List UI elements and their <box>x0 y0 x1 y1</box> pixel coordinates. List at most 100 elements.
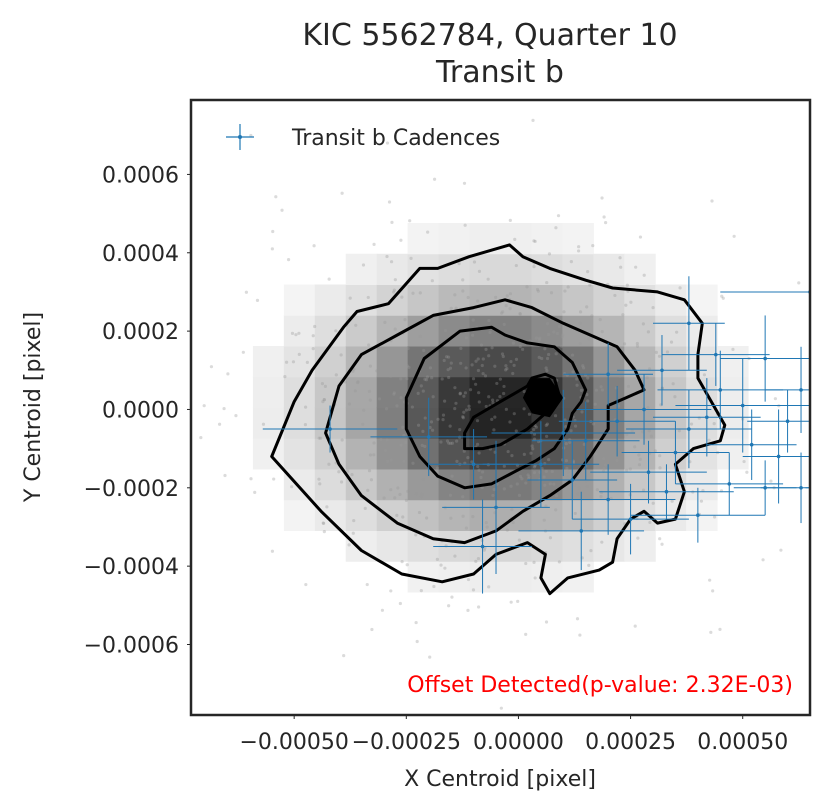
density-cell <box>624 253 656 285</box>
background-point <box>475 442 480 446</box>
density-cell <box>283 284 316 316</box>
density-cell <box>376 376 409 408</box>
background-point <box>419 495 423 499</box>
background-point <box>504 368 508 372</box>
density-contour-inner <box>404 325 588 490</box>
background-point <box>582 366 586 370</box>
density-cell <box>655 315 687 347</box>
background-point <box>576 249 581 253</box>
density-cell <box>376 253 409 285</box>
background-point <box>536 289 540 293</box>
background-point <box>625 468 629 472</box>
background-point <box>466 577 471 582</box>
background-point <box>272 477 276 481</box>
background-point <box>322 397 326 402</box>
background-point <box>322 398 326 402</box>
background-point <box>492 487 496 492</box>
density-cell <box>717 376 749 408</box>
background-point <box>537 338 542 342</box>
background-point <box>401 425 405 429</box>
density-cell <box>562 223 594 255</box>
background-point <box>493 415 497 419</box>
background-point <box>351 369 355 373</box>
background-point <box>595 348 599 352</box>
background-point <box>732 234 736 238</box>
density-cell <box>469 407 501 439</box>
background-point <box>638 235 643 239</box>
density-cell <box>469 284 501 316</box>
background-point <box>368 364 373 368</box>
background-point <box>657 354 662 358</box>
background-point <box>618 374 622 378</box>
background-point <box>420 492 424 496</box>
background-point <box>474 559 478 564</box>
x-tick-label: 0.00025 <box>585 730 676 755</box>
background-point <box>386 366 390 370</box>
background-point <box>453 293 457 297</box>
background-point <box>514 429 518 433</box>
background-point <box>396 486 400 490</box>
background-point <box>422 348 426 353</box>
background-point <box>502 391 506 396</box>
background-point <box>637 463 642 467</box>
background-point <box>630 429 634 433</box>
background-point <box>527 475 531 479</box>
density-cell <box>469 253 501 285</box>
background-point <box>745 470 749 474</box>
background-point <box>449 361 453 365</box>
background-point <box>658 466 662 470</box>
background-point <box>557 560 561 564</box>
background-point <box>442 358 446 363</box>
background-point <box>516 599 520 603</box>
background-point <box>487 395 491 399</box>
background-point <box>593 402 597 406</box>
background-point <box>325 505 329 509</box>
background-point <box>675 330 679 334</box>
background-point <box>646 406 650 410</box>
background-point <box>589 548 593 553</box>
transit-point <box>570 478 575 482</box>
background-point <box>448 493 453 497</box>
background-point <box>573 424 578 428</box>
background-point <box>366 295 370 300</box>
background-point <box>651 306 655 310</box>
background-point <box>283 375 287 379</box>
background-point <box>304 582 308 587</box>
background-point <box>544 423 548 427</box>
background-point <box>255 298 260 302</box>
background-point <box>525 285 529 289</box>
background-point <box>447 375 451 380</box>
background-point <box>490 417 494 421</box>
background-point <box>476 299 480 303</box>
background-point <box>395 404 399 408</box>
background-point <box>377 369 381 373</box>
background-point <box>270 549 275 553</box>
background-point <box>509 484 513 488</box>
background-point <box>491 401 495 405</box>
background-point <box>484 404 488 409</box>
background-point <box>624 303 628 307</box>
background-point <box>600 196 604 200</box>
background-point <box>545 356 550 361</box>
background-point <box>448 366 453 370</box>
background-point <box>553 414 558 418</box>
background-point <box>533 576 537 580</box>
background-point <box>580 410 584 414</box>
background-point <box>209 365 214 369</box>
background-point <box>533 239 537 244</box>
background-point <box>291 360 296 364</box>
density-cell <box>407 223 440 255</box>
background-point <box>222 406 226 411</box>
background-point <box>618 256 622 260</box>
background-point <box>398 492 402 497</box>
background-point <box>448 441 453 445</box>
transit-point <box>822 486 826 490</box>
density-cell <box>562 530 594 562</box>
background-point <box>385 438 389 442</box>
background-point <box>602 457 606 461</box>
density-contour-middle <box>324 298 646 545</box>
background-point <box>443 399 447 403</box>
background-point <box>594 452 598 456</box>
density-cell <box>438 499 471 531</box>
background-point <box>633 445 637 449</box>
